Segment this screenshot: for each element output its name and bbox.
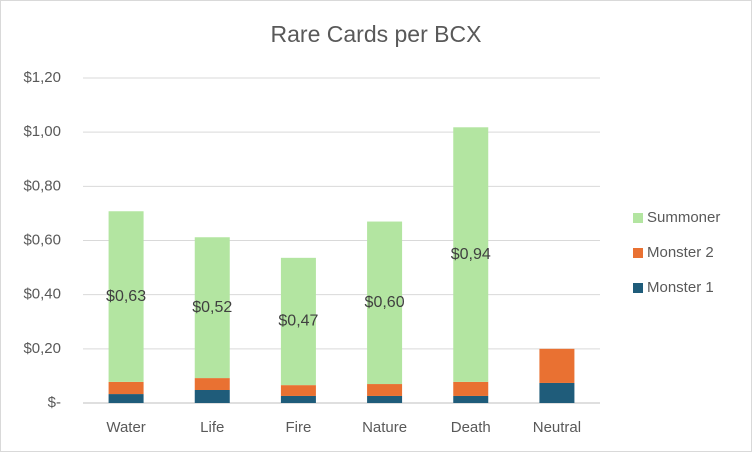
bar-segment [108,394,144,403]
data-label: $0,94 [451,246,491,263]
bar-segment [367,395,403,403]
bar-segment [367,221,403,385]
legend-label: Monster 2 [647,244,714,261]
x-tick-label: Life [200,419,224,436]
bar-segment [280,395,316,403]
legend-swatch [633,248,643,258]
x-tick-label: Neutral [533,419,581,436]
bar-segment [539,348,575,383]
data-label: $0,63 [106,288,146,305]
bar-segment [108,381,144,395]
bar-segment [453,395,489,403]
x-tick-label: Fire [285,419,311,436]
bar-segment [108,211,144,382]
bar-segment [280,257,316,386]
y-tick-label: $- [48,394,61,411]
x-tick-label: Nature [362,419,407,436]
x-tick-label: Death [451,419,491,436]
legend-label: Summoner [647,209,720,226]
y-tick-label: $1,00 [23,123,61,140]
y-tick-label: $0,80 [23,177,61,194]
data-label: $0,52 [192,299,232,316]
legend-swatch [633,283,643,293]
legend-swatch [633,213,643,223]
bar-segment [539,382,575,403]
y-tick-label: $1,20 [23,69,61,86]
bar-segment [194,237,230,379]
data-label: $0,47 [278,313,318,330]
legend-label: Monster 1 [647,279,714,296]
bar-segment [453,127,489,382]
x-tick-label: Water [106,419,145,436]
bar-segment [367,384,403,396]
bar-segment [194,378,230,390]
y-tick-label: $0,40 [23,286,61,303]
data-label: $0,60 [365,294,405,311]
bar-segment [280,385,316,396]
y-tick-label: $0,20 [23,340,61,357]
bar-segment [453,381,489,396]
y-tick-label: $0,60 [23,231,61,248]
chart-title: Rare Cards per BCX [271,21,482,47]
bar-segment [194,390,230,403]
